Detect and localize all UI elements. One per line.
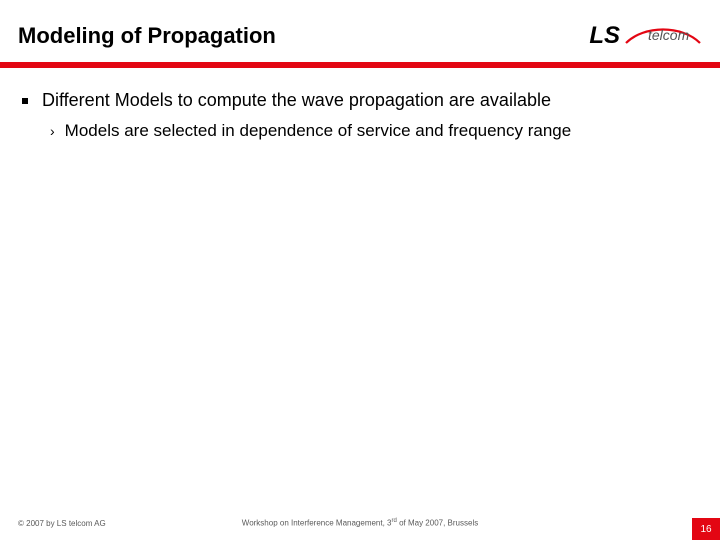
copyright-text: © 2007 by LS telcom AG [18, 519, 106, 528]
bullet-level2-text: Models are selected in dependence of ser… [65, 121, 572, 141]
bullet-level1: Different Models to compute the wave pro… [22, 90, 698, 111]
bullet-level2: › Models are selected in dependence of s… [50, 121, 698, 141]
workshop-suffix: of May 2007, Brussels [397, 519, 478, 528]
workshop-prefix: Workshop on Interference Management, 3 [242, 519, 392, 528]
page-number: 16 [700, 524, 711, 535]
footer: © 2007 by LS telcom AG Workshop on Inter… [0, 516, 720, 540]
workshop-text: Workshop on Interference Management, 3rd… [242, 518, 478, 528]
page-number-box: 16 [692, 518, 720, 540]
logo-swoosh-icon: telcom [624, 23, 702, 49]
square-bullet-icon [22, 98, 28, 104]
slide: Modeling of Propagation LS telcom Differ… [0, 0, 720, 540]
logo: LS telcom [589, 22, 702, 50]
header-row: Modeling of Propagation LS telcom [18, 22, 702, 50]
logo-telcom-text: telcom [648, 27, 690, 43]
title-underline [0, 62, 720, 68]
content-area: Different Models to compute the wave pro… [22, 90, 698, 141]
logo-ls-text: LS [589, 22, 620, 50]
slide-title: Modeling of Propagation [18, 23, 276, 49]
chevron-bullet-icon: › [50, 123, 55, 139]
bullet-level1-text: Different Models to compute the wave pro… [42, 90, 551, 111]
